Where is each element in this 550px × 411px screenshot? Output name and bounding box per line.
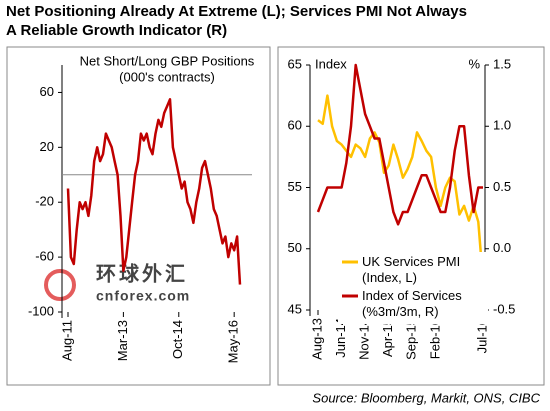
series-line [66, 98, 242, 285]
panel-frame [6, 46, 271, 386]
y-tick-label: 60 [288, 118, 302, 133]
y-tick-label: 45 [288, 301, 302, 316]
x-tick-label: Apr-15 [380, 318, 395, 357]
series-line [317, 94, 485, 281]
legend-label: UK Services PMI (Index, L) [362, 254, 461, 285]
title-line: A Reliable Growth Indicator (R) [6, 22, 227, 39]
panel-frame [277, 46, 545, 386]
x-tick-label: May-16 [226, 320, 241, 363]
chart-title: Net Short/Long GBP Positions [80, 53, 255, 68]
chart-subtitle: (000's contracts) [119, 69, 215, 84]
legend-box [338, 252, 488, 324]
y2-axis-label: % [468, 56, 480, 71]
x-tick-label: Nov-14 [357, 318, 372, 360]
y-tick-label: -100 [28, 303, 54, 318]
y2-tick-label: 0.5 [493, 179, 511, 194]
y-tick-label: 55 [288, 179, 302, 194]
x-tick-label: Jun-14 [333, 318, 348, 358]
y-tick-label: 65 [288, 56, 302, 71]
source: Source: Bloomberg, Markit, ONS, CIBC [312, 390, 540, 405]
series-line [316, 63, 483, 226]
x-tick-label: Oct-14 [170, 320, 185, 359]
watermark: 环球外汇 [96, 261, 188, 285]
x-tick-label: Sep-15 [404, 318, 419, 360]
y-tick-label: 50 [288, 240, 302, 255]
x-tick-label: Aug-13 [309, 318, 324, 360]
x-tick-label: Feb-16 [427, 318, 442, 359]
y2-tick-label: 1.0 [493, 118, 511, 133]
legend-label: Index of Services (%3m/3m, R) [362, 288, 462, 319]
watermark: cnforex.com [96, 288, 190, 304]
y-tick-label: -60 [35, 249, 54, 264]
y2-tick-label: -0.5 [493, 301, 515, 316]
title-line: Net Positioning Already At Extreme (L); … [6, 3, 467, 20]
y-tick-label: 20 [40, 139, 54, 154]
y-tick-label: -20 [35, 194, 54, 209]
y2-tick-label: 0.0 [493, 240, 511, 255]
x-tick-label: Jul-16 [474, 318, 489, 353]
watermark-logo [44, 269, 76, 301]
y-tick-label: 60 [40, 84, 54, 99]
x-tick-label: Aug-11 [59, 320, 74, 361]
y-axis-label: Index [315, 56, 347, 71]
x-tick-label: Mar-13 [115, 320, 130, 361]
y2-tick-label: 1.5 [493, 56, 511, 71]
